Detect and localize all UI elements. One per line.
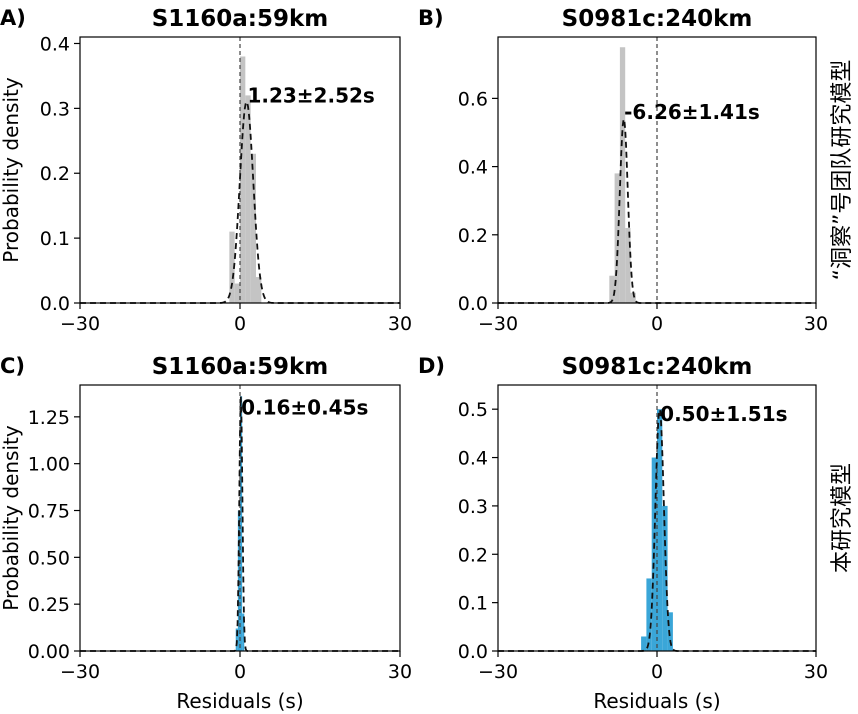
histogram-bar — [235, 628, 238, 651]
x-axis-label: Residuals (s) — [176, 689, 303, 713]
panel-letter: D) — [418, 354, 445, 378]
x-tick-label: −30 — [60, 313, 100, 335]
x-tick-label: 0 — [234, 313, 246, 335]
panel-letter: A) — [0, 6, 26, 30]
histogram-bar — [245, 95, 251, 303]
histogram-bar — [240, 56, 246, 304]
y-tick-label: 0.4 — [40, 33, 70, 55]
y-tick-label: 0.0 — [458, 293, 488, 315]
y-tick-label: 0.25 — [28, 594, 70, 616]
x-axis-label: Residuals (s) — [593, 689, 720, 713]
histogram-bar — [619, 47, 626, 303]
histogram-bar — [234, 283, 240, 303]
histogram-bar — [662, 505, 668, 651]
histogram-bar — [609, 275, 615, 303]
mean-sd-annotation: 1.23±2.52s — [247, 83, 374, 107]
histogram-bar — [657, 409, 663, 651]
row-label: “洞察”号团队研究模型 — [830, 60, 855, 281]
histogram-bar — [250, 153, 256, 303]
y-tick-label: 0.0 — [40, 293, 70, 315]
panel-title: S1160a:59km — [152, 354, 329, 380]
histogram-bar — [240, 396, 243, 651]
panel-title: S0981c:240km — [562, 6, 753, 32]
y-tick-label: 0.4 — [458, 157, 488, 179]
x-tick-label: 0 — [651, 661, 663, 683]
histogram-bar — [229, 231, 235, 303]
x-tick-label: −30 — [60, 661, 100, 683]
x-tick-label: −30 — [478, 313, 518, 335]
panel-letter: B) — [418, 6, 444, 30]
x-tick-label: 30 — [804, 313, 828, 335]
y-tick-label: 0.1 — [40, 228, 70, 250]
y-tick-label: 0.0 — [458, 641, 488, 663]
x-tick-label: 30 — [388, 313, 412, 335]
x-tick-label: 30 — [804, 661, 828, 683]
row-label: 本研究模型 — [830, 463, 855, 573]
x-tick-label: 30 — [388, 661, 412, 683]
histogram-bar — [667, 612, 673, 651]
y-tick-label: 0.5 — [458, 399, 488, 421]
histogram-bar — [242, 613, 245, 651]
y-axis-label: Probability density — [0, 425, 23, 611]
panel-2: −30 0 30 0.00 0.25 0.50 0.75 1.00 1.25 S1160a:59k… — [0, 354, 412, 713]
histogram-bar — [614, 173, 620, 303]
y-tick-label: 0.50 — [28, 547, 70, 569]
histogram-bar — [625, 227, 631, 303]
y-tick-label: 0.2 — [458, 544, 488, 566]
y-tick-label: 0.00 — [28, 641, 70, 663]
panel-0: −30 0 30 0.0 0.1 0.2 0.3 0.4 S1160a:59km A) 1.23±2… — [0, 6, 412, 335]
y-tick-label: 0.6 — [458, 88, 488, 110]
histogram-bar — [630, 292, 636, 303]
mean-sd-annotation: 0.16±0.45s — [241, 395, 368, 419]
panel-title: S0981c:240km — [562, 354, 753, 380]
panel-title: S1160a:59km — [152, 6, 329, 32]
mean-sd-annotation: -6.26±1.41s — [624, 100, 760, 124]
y-tick-label: 1.25 — [28, 407, 70, 429]
x-tick-label: 0 — [234, 661, 246, 683]
y-tick-label: 0.2 — [458, 225, 488, 247]
panel-3: −30 0 30 0.0 0.1 0.2 0.3 0.4 0.5 S0981c:240km D) 0.… — [418, 354, 828, 713]
y-tick-label: 0.2 — [40, 163, 70, 185]
y-tick-label: 0.1 — [458, 593, 488, 615]
mean-sd-annotation: 0.50±1.51s — [660, 402, 787, 426]
panel-1: −30 0 30 0.0 0.2 0.4 0.6 S0981c:240km B) -6.26±1.… — [418, 6, 828, 335]
histogram-bar — [256, 277, 262, 303]
y-tick-label: 0.4 — [458, 448, 488, 470]
y-tick-label: 0.75 — [28, 501, 70, 523]
x-tick-label: −30 — [478, 661, 518, 683]
y-tick-label: 0.3 — [40, 98, 70, 120]
histogram-bar — [646, 578, 652, 651]
y-axis-label: Probability density — [0, 77, 23, 263]
panel-letter: C) — [0, 354, 25, 378]
x-tick-label: 0 — [651, 313, 663, 335]
y-tick-label: 0.3 — [458, 496, 488, 518]
y-tick-label: 1.00 — [28, 454, 70, 476]
histogram-bar — [641, 636, 647, 651]
